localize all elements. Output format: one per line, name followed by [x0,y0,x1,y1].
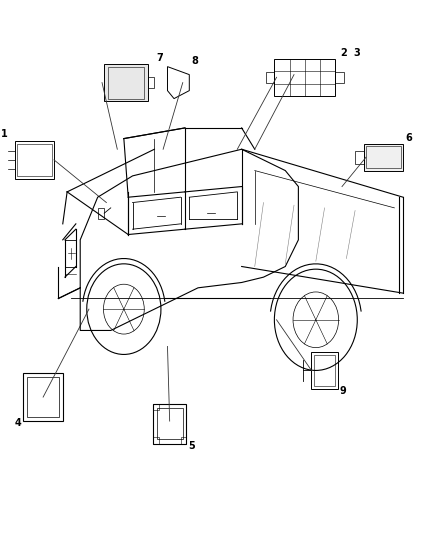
Bar [24,373,63,421]
Bar [65,240,76,266]
Text: 2: 2 [340,48,346,58]
Bar [153,404,159,410]
Text: 9: 9 [340,386,346,397]
Bar [157,408,183,439]
Bar [311,352,338,389]
Text: 7: 7 [156,53,163,63]
Bar [153,404,186,443]
Text: 6: 6 [405,133,412,143]
Bar [364,144,403,171]
Bar [108,67,145,99]
Bar [336,72,344,83]
Text: 4: 4 [15,418,21,429]
Bar [27,377,59,417]
Bar [274,59,336,96]
Bar [153,437,159,443]
Bar [15,141,54,179]
Bar [181,437,186,443]
Bar [17,144,52,176]
Bar [266,72,274,83]
Text: 8: 8 [191,56,198,66]
Text: 5: 5 [188,441,195,451]
Bar [314,355,335,386]
Bar [148,77,154,88]
FancyBboxPatch shape [104,64,148,101]
Text: 1: 1 [0,129,7,139]
Bar [355,151,364,164]
Bar [366,146,401,168]
Text: 3: 3 [353,48,360,58]
Bar [98,208,104,219]
